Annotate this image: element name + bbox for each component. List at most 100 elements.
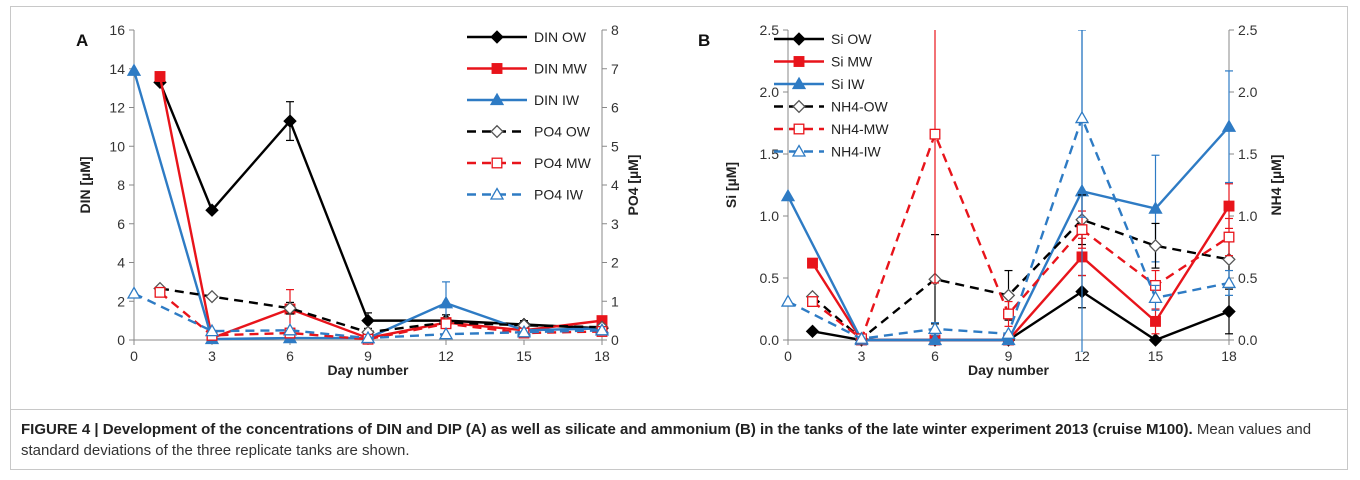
series-nh4-mw-point (1076, 224, 1088, 236)
x-tick-label: 15 (1148, 348, 1164, 364)
legend-marker (791, 144, 807, 157)
y-tick-label-left: 6 (117, 216, 125, 232)
x-tick-label: 3 (208, 348, 216, 364)
series-si-iw-point (780, 188, 796, 202)
chart-panel-B: 0.0 0.5 1.0 1.5 2.0 2.5 0.0 0.5 1.0 1.5 2.0 2.5 0 3 6 9… (698, 22, 1284, 378)
legend-label: PO4 MW (534, 155, 592, 171)
y-tick-label-left: 0.5 (760, 270, 780, 286)
legend-marker (491, 63, 503, 74)
x-tick-label: 6 (286, 348, 294, 364)
legend-label: NH4-IW (831, 144, 882, 160)
legend-label: NH4-MW (831, 121, 889, 137)
series-nh4-iw-point (927, 321, 943, 334)
y-tick-label-right: 1.0 (1238, 208, 1258, 224)
y-tick-label-left: 2.0 (760, 84, 780, 100)
series-din-ow (153, 75, 609, 336)
legend-label: Si IW (831, 76, 865, 92)
series-si-ow-point (805, 324, 820, 339)
y-tick-label-left: 1.5 (760, 146, 780, 162)
legend-marker (490, 30, 504, 44)
legend-label: PO4 OW (534, 124, 591, 140)
series-nh4-mw-point (807, 296, 818, 308)
series-po4-iw-point (282, 323, 298, 336)
series-po4-iw-point (126, 286, 142, 299)
series-si-mw (807, 183, 1235, 346)
series-nh4-iw-point (780, 294, 796, 307)
x-axis-title: Day number (328, 362, 409, 378)
series-nh4-ow-point (1222, 252, 1236, 267)
x-tick-label: 0 (784, 348, 792, 364)
series-si-iw-point (1001, 332, 1016, 346)
y-tick-label-right: 3 (611, 216, 619, 232)
series-po4-ow-point (205, 289, 219, 304)
y-tick-label-left: 2.5 (760, 22, 780, 38)
series-nh4-mw-point (1003, 308, 1014, 320)
series-din-ow-point (361, 313, 375, 328)
series-si-mw-point (1150, 315, 1161, 327)
series-nh4-iw-point (854, 331, 869, 344)
y-tick-label-left: 10 (109, 138, 125, 154)
legend-marker (792, 99, 806, 114)
series-din-mw (154, 71, 608, 344)
y-tick-label-left: 14 (109, 61, 125, 77)
y-tick-label-right: 2.0 (1238, 84, 1258, 100)
x-tick-label: 3 (858, 348, 866, 364)
y-tick-label-right: 6 (611, 100, 619, 116)
series-nh4-iw-point (1001, 326, 1016, 339)
series-nh4-iw-point (1074, 110, 1090, 124)
y-axis-title-left: Si [µM] (723, 162, 739, 208)
series-si-iw-point (927, 332, 943, 346)
y-tick-label-right: 8 (611, 22, 619, 38)
y-tick-label-right: 0.5 (1238, 270, 1258, 286)
series-po4-ow-line (159, 287, 603, 334)
y-tick-label-right: 5 (611, 138, 619, 154)
series-po4-mw-point (154, 286, 166, 298)
series-si-mw-line (811, 205, 1231, 342)
series-si-ow-point (1222, 304, 1236, 319)
legend: Si OW Si MW Si IW NH4-OW NH4-MW NH4-IW (774, 31, 889, 160)
series-po4-iw-point (360, 330, 376, 344)
series-nh4-mw-point (929, 128, 941, 140)
series-si-mw-point (807, 257, 818, 269)
series-si-iw-point (1221, 119, 1237, 132)
series-po4-iw-point (516, 324, 532, 338)
x-tick-label: 18 (1221, 348, 1237, 364)
series-din-mw-point (154, 71, 166, 82)
x-tick-label: 6 (931, 348, 939, 364)
y-tick-label-left: 0.0 (760, 332, 780, 348)
y-tick-label-left: 16 (109, 22, 125, 38)
series-din-iw-point (126, 63, 142, 76)
y-tick-label-right: 1.5 (1238, 146, 1258, 162)
series-po4-iw-point (204, 323, 220, 337)
y-tick-label-left: 4 (117, 255, 125, 271)
legend-marker (490, 124, 504, 139)
y-tick-label-right: 0 (611, 332, 619, 348)
legend-label: DIN OW (534, 29, 587, 45)
legend-label: DIN MW (534, 61, 588, 77)
y-tick-label-left: 12 (109, 100, 125, 116)
y-tick-label-left: 2 (117, 293, 125, 309)
y-tick-label-right: 7 (611, 61, 619, 77)
figure-frame: 0 2 4 6 8 10 12 14 16 0 1 2 3 4 5 6 7 8 0 3 6 9 12 15 18 Day numb… (10, 6, 1348, 470)
legend-label: PO4 IW (534, 187, 584, 203)
legend-marker (791, 76, 807, 90)
legend-label: Si OW (831, 31, 872, 47)
legend-label: NH4-OW (831, 99, 889, 115)
y-tick-label-left: 1.0 (760, 208, 780, 224)
y-tick-label-right: 2.5 (1238, 22, 1258, 38)
series-po4-iw-point (438, 326, 454, 340)
y-axis-title-right: NH4 [µM] (1268, 155, 1284, 216)
series-nh4-iw-point (1221, 275, 1237, 289)
x-tick-label: 12 (438, 348, 454, 364)
series-din-ow-line (158, 81, 603, 330)
legend-marker (793, 123, 805, 135)
y-tick-label-left: 8 (117, 177, 125, 193)
x-tick-label: 9 (1005, 348, 1013, 364)
x-tick-label: 0 (130, 348, 138, 364)
x-tick-label: 18 (594, 348, 610, 364)
legend-marker (489, 187, 505, 200)
legend-label: Si MW (831, 54, 873, 70)
legend-label: DIN IW (534, 92, 580, 108)
